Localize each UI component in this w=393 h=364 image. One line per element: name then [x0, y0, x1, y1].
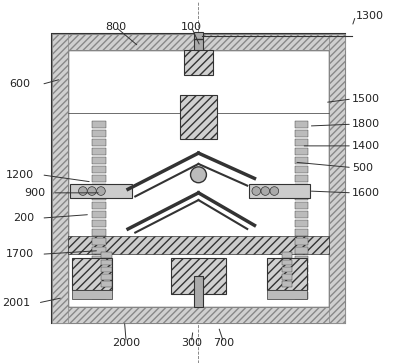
Text: 1800: 1800 [352, 119, 380, 129]
Bar [92, 157, 106, 164]
Bar [295, 202, 308, 209]
Bar [52, 34, 68, 323]
Bar [92, 283, 106, 290]
Bar [101, 253, 112, 258]
Bar [171, 258, 226, 294]
Bar [101, 281, 112, 287]
Bar [92, 265, 106, 272]
Bar [267, 258, 307, 290]
Bar [295, 220, 308, 227]
Circle shape [261, 187, 270, 195]
Bar [101, 274, 112, 280]
Bar [52, 34, 345, 50]
Circle shape [97, 187, 105, 195]
Bar [281, 274, 292, 280]
Bar [52, 306, 345, 323]
Bar [92, 202, 106, 209]
Bar [92, 184, 106, 191]
Bar [295, 184, 308, 191]
Bar [281, 267, 292, 272]
Text: 300: 300 [181, 338, 202, 348]
Bar [295, 139, 308, 146]
Text: 1300: 1300 [356, 11, 384, 21]
Bar [92, 166, 106, 173]
Bar [295, 175, 308, 182]
Bar [295, 229, 308, 236]
Bar [295, 292, 308, 300]
Bar [295, 238, 308, 245]
Bar [194, 276, 203, 306]
Bar [295, 120, 308, 128]
Circle shape [88, 187, 96, 195]
Text: 100: 100 [181, 22, 202, 32]
Bar [295, 256, 308, 263]
Bar [329, 34, 345, 323]
Text: 500: 500 [352, 163, 373, 173]
Bar [295, 166, 308, 173]
Bar [92, 130, 106, 137]
Bar [52, 34, 345, 323]
Circle shape [79, 187, 87, 195]
Bar [68, 50, 329, 306]
Circle shape [252, 187, 261, 195]
Bar [92, 274, 106, 281]
Bar [295, 193, 308, 200]
Bar [281, 260, 292, 265]
Bar [92, 292, 106, 300]
Bar [194, 32, 203, 50]
Bar [92, 220, 106, 227]
Text: 2001: 2001 [2, 298, 31, 308]
Bar [295, 283, 308, 290]
Bar [92, 148, 106, 155]
Bar [92, 139, 106, 146]
Bar [92, 193, 106, 200]
Bar [92, 211, 106, 218]
Text: 1400: 1400 [352, 141, 380, 151]
Bar [92, 229, 106, 236]
Bar [180, 95, 217, 139]
Bar [72, 290, 112, 300]
Text: 900: 900 [24, 188, 45, 198]
Bar [295, 130, 308, 137]
Text: 1200: 1200 [6, 170, 34, 180]
Bar [295, 247, 308, 254]
Bar [92, 256, 106, 263]
Bar [281, 281, 292, 287]
Bar [92, 247, 106, 254]
Text: 2000: 2000 [112, 338, 140, 348]
Circle shape [191, 167, 206, 183]
Text: 600: 600 [9, 79, 31, 90]
Text: 1500: 1500 [352, 94, 380, 104]
Bar [68, 236, 329, 254]
Bar [72, 258, 112, 290]
Bar [92, 238, 106, 245]
Bar [295, 211, 308, 218]
Bar [267, 290, 307, 300]
Text: 1600: 1600 [352, 188, 380, 198]
Text: 700: 700 [213, 338, 234, 348]
Bar [92, 175, 106, 182]
Bar [281, 253, 292, 258]
Text: 1700: 1700 [6, 249, 34, 259]
Bar [295, 274, 308, 281]
Bar [295, 265, 308, 272]
Bar [184, 50, 213, 75]
Bar [101, 260, 112, 265]
Circle shape [270, 187, 279, 195]
Text: 200: 200 [13, 213, 34, 223]
Bar [249, 184, 310, 198]
Bar [101, 267, 112, 272]
Bar [92, 120, 106, 128]
Bar [295, 148, 308, 155]
Bar [70, 184, 132, 198]
Bar [295, 157, 308, 164]
Text: 800: 800 [105, 22, 126, 32]
